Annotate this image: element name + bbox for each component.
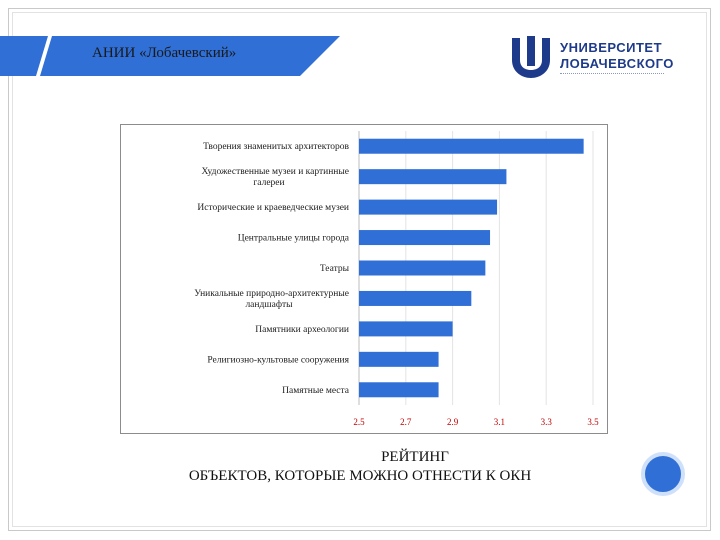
category-label: Исторические и краеведческие музеи <box>197 203 349 213</box>
bar <box>359 382 439 398</box>
bar <box>359 351 439 367</box>
category-label: Религиозно-культовые сооружения <box>207 355 349 365</box>
bar <box>359 169 507 185</box>
logo-line2: ЛОБАЧЕВСКОГО <box>560 56 674 71</box>
bar <box>359 290 472 306</box>
x-tick-label: 3.5 <box>587 417 599 427</box>
chart-caption: РЕЙТИНГ ОБЪЕКТОВ, КОТОРЫЕ МОЖНО ОТНЕСТИ … <box>0 448 720 486</box>
university-shield-icon <box>512 36 550 78</box>
category-label: Художественные музеи и картинные <box>201 167 349 177</box>
category-label: Уникальные природно-архитектурные <box>194 289 349 299</box>
category-label: Центральные улицы города <box>238 234 350 244</box>
bar <box>359 199 498 215</box>
x-tick-label: 3.3 <box>541 417 553 427</box>
x-tick-label: 3.1 <box>494 417 505 427</box>
bar <box>359 321 453 337</box>
bar <box>359 230 491 246</box>
category-label: Памятники археологии <box>255 325 349 335</box>
caption-line2: ОБЪЕКТОВ, КОТОРЫЕ МОЖНО ОТНЕСТИ К ОКН <box>188 468 532 484</box>
x-tick-label: 2.9 <box>447 417 459 427</box>
category-label: Творения знаменитых архитекторов <box>203 142 349 152</box>
bar <box>359 260 486 276</box>
logo-underline <box>560 73 664 76</box>
bar <box>359 138 584 154</box>
category-label: ландшафты <box>245 299 293 310</box>
slide-frame <box>8 8 711 531</box>
chart-box: Творения знаменитых архитекторов Художест… <box>120 124 608 434</box>
caption-line1: РЕЙТИНГ <box>381 449 449 465</box>
category-label: Памятные места <box>282 386 350 396</box>
header-title: АНИИ «Лобачевский» <box>92 45 237 61</box>
category-label: галереи <box>253 178 284 188</box>
x-tick-label: 2.5 <box>353 417 365 427</box>
x-tick-label: 2.7 <box>400 417 412 427</box>
category-label: Театры <box>320 264 350 274</box>
header-band <box>0 36 340 76</box>
university-logo: УНИВЕРСИТЕТ ЛОБАЧЕВСКОГО <box>508 36 673 80</box>
slide-inner-frame <box>12 12 707 527</box>
decorative-circle <box>641 452 685 496</box>
logo-line1: УНИВЕРСИТЕТ <box>560 40 663 55</box>
rating-bar-chart: Творения знаменитых архитекторов Художест… <box>194 131 599 427</box>
